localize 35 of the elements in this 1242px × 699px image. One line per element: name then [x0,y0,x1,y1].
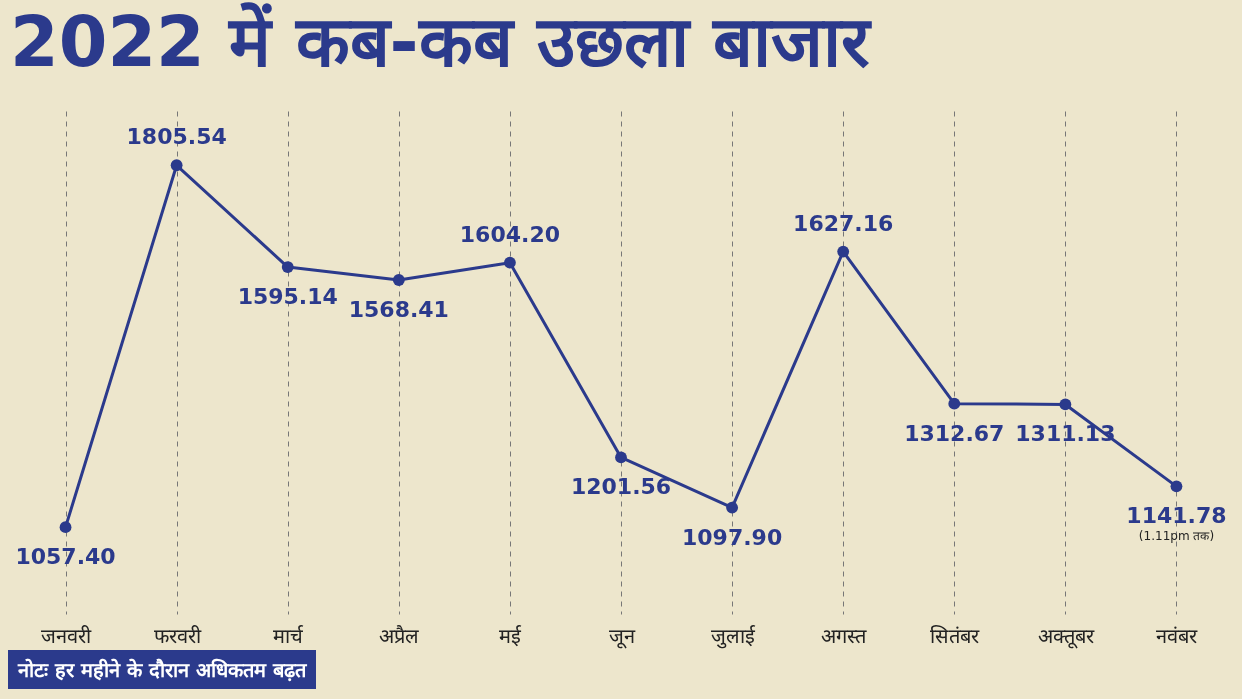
data-label: 1604.20 [459,221,561,247]
point [948,397,961,410]
x-tick-label: जनवरी [41,623,93,648]
text: (1.11pm तक) [1138,529,1215,544]
point [1170,480,1183,493]
data-label: 1595.14 [237,284,338,310]
x-tick-label: मार्च [273,623,305,648]
data-label: 1201.56 [570,474,672,500]
point [726,501,739,514]
data-label: 1805.54 [126,124,227,150]
data-label: 1141.78 [1126,503,1227,529]
x-tick-label: सितंबर [930,623,981,648]
chart-title: 2022 में कब-कब उछला बाजार [10,1,873,83]
x-tick-label: अक्तूबर [1037,623,1095,649]
point [837,245,850,258]
data-label: 1097.90 [681,524,783,550]
data-label: 1627.16 [793,210,894,236]
x-tick-label: अप्रैल [379,623,420,648]
data-label: 1057.40 [15,544,116,570]
point [392,274,405,286]
point [170,159,183,172]
data-label: 1568.41 [348,296,449,322]
point [59,521,72,534]
point [503,256,516,269]
data-label: 1312.67 [904,420,1005,446]
point [281,261,294,273]
x-tick-label: जुलाई [710,623,756,649]
x-tick-label: मई [499,623,523,648]
x-tick-label: जून [608,623,636,649]
x-tick-label: नवंबर [1156,623,1199,648]
x-tick-label: अगस्त [821,623,868,648]
x-tick-label: फरवरी [153,623,202,648]
point [615,451,627,464]
text: नोटः हर महीने के दौरान अधिकतम बढ़त [8,650,316,689]
point [1059,398,1072,411]
